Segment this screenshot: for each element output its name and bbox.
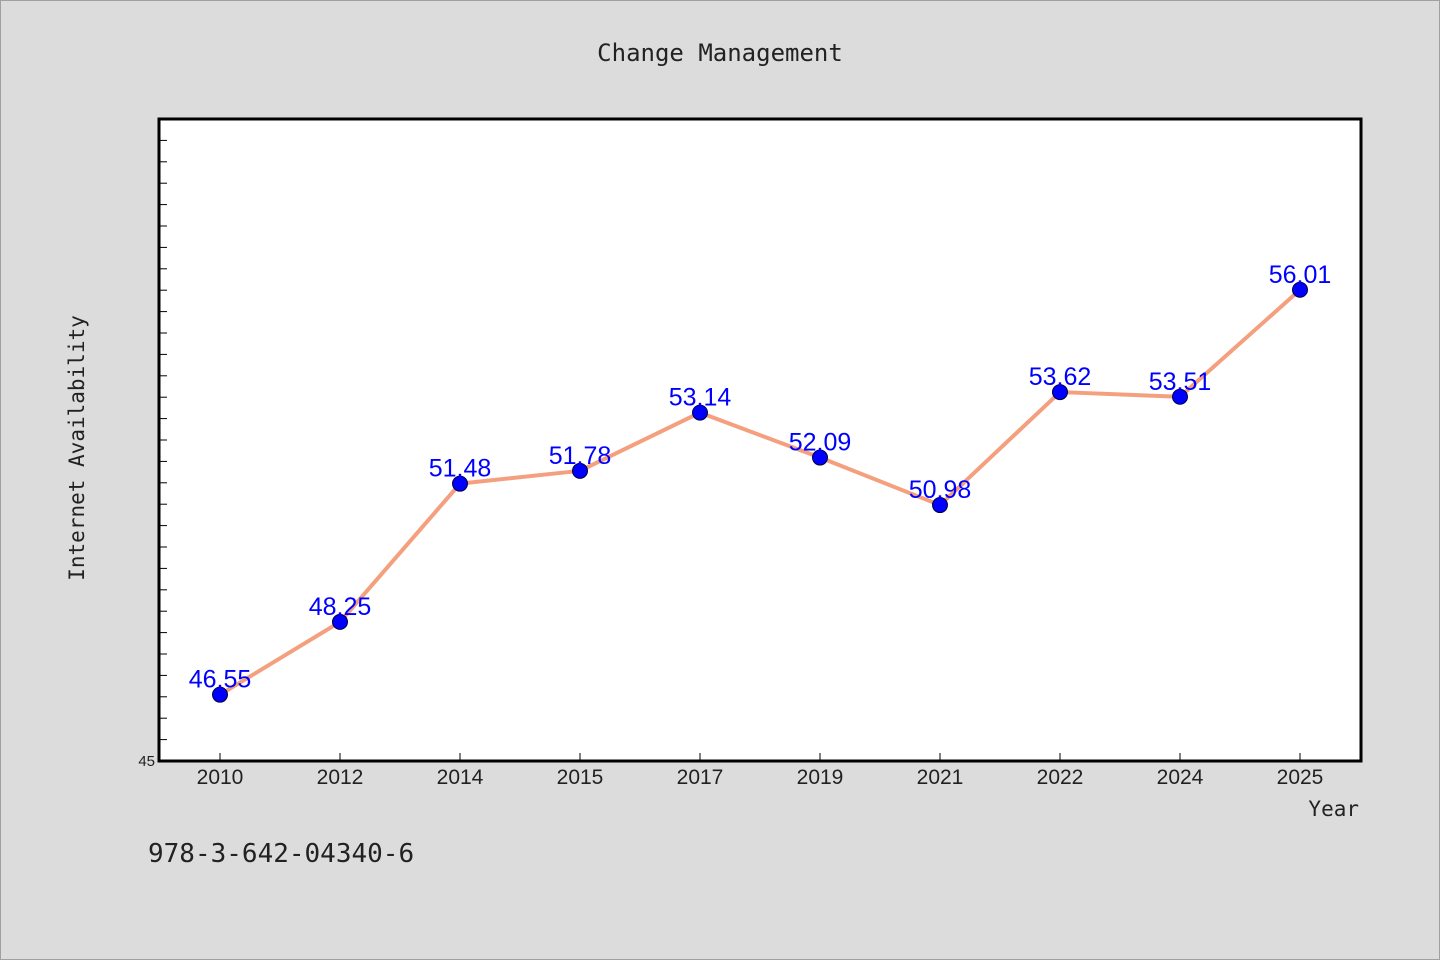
series-line <box>218 287 1302 697</box>
data-label: 52.09 <box>789 429 852 457</box>
data-point-marker <box>332 613 348 630</box>
x-tick-label: 2022 <box>1037 766 1084 789</box>
data-point-marker <box>1052 384 1068 401</box>
data-point-marker <box>932 497 948 514</box>
data-point-marker <box>1172 388 1188 405</box>
data-label: 51.48 <box>429 455 492 483</box>
data-point-marker <box>692 404 708 421</box>
x-tick-label: 2019 <box>797 766 844 789</box>
data-label: 53.62 <box>1029 363 1092 391</box>
y-axis-label: Internet Availability <box>65 315 89 581</box>
x-tick-label: 2025 <box>1277 766 1324 789</box>
x-tick-label: 2021 <box>917 766 964 789</box>
x-tick-label: 2017 <box>677 766 724 789</box>
x-axis-ticks: 2010 2012 2014 2015 2017 2019 2021 2022 2024 2025 <box>197 753 1324 789</box>
series-layer <box>212 281 1308 703</box>
data-label: 51.78 <box>549 442 612 470</box>
data-label: 53.51 <box>1149 368 1212 396</box>
data-label: 53.14 <box>669 384 732 412</box>
y-axis-ticks: 45 <box>138 139 167 770</box>
y-tick-label: 45 <box>138 753 155 770</box>
data-point-marker <box>452 475 468 492</box>
data-point-marker <box>572 462 588 479</box>
data-point-marker <box>1292 281 1308 298</box>
data-label: 46.55 <box>189 666 252 694</box>
data-point-marker <box>812 449 828 466</box>
chart-title: Change Management <box>597 39 843 67</box>
x-tick-label: 2015 <box>557 766 604 789</box>
data-label: 50.98 <box>909 476 972 504</box>
x-axis-label: Year <box>1308 797 1359 821</box>
data-label-layer: 46.55 48.25 51.48 51.78 53.14 52.09 50.98 53.62… <box>189 261 1332 694</box>
isbn-text: 978-3-642-04340-6 <box>148 839 414 869</box>
x-tick-label: 2014 <box>437 766 484 789</box>
data-point-marker <box>212 686 228 703</box>
plot-area <box>157 117 1363 763</box>
data-label: 56.01 <box>1269 261 1332 289</box>
x-tick-label: 2010 <box>197 766 244 789</box>
x-tick-label: 2012 <box>317 766 364 789</box>
data-label: 48.25 <box>309 593 372 621</box>
x-tick-label: 2024 <box>1157 766 1204 789</box>
